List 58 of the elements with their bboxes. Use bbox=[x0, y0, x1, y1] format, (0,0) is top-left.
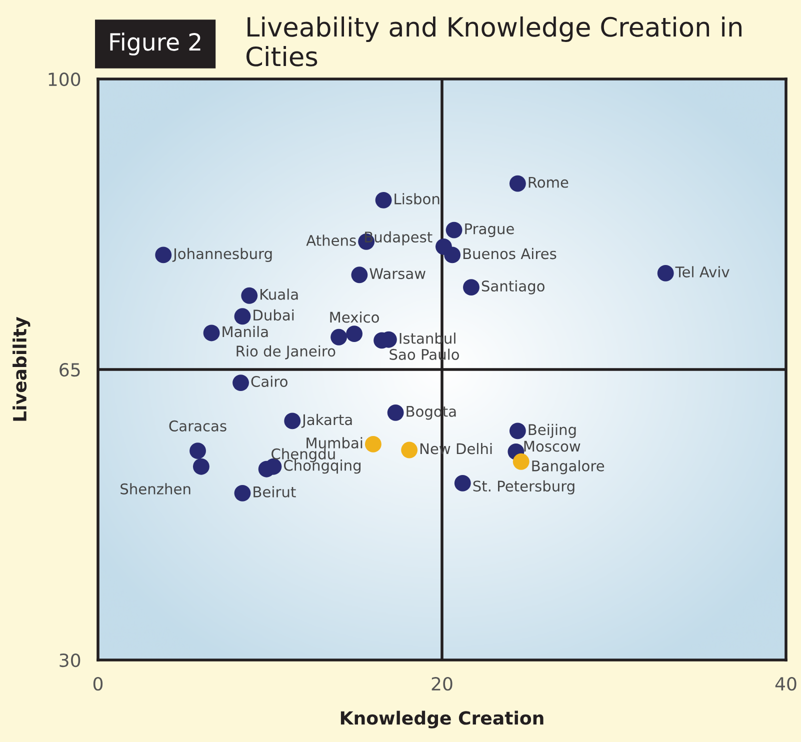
point bbox=[657, 265, 674, 282]
annotation: Rio de Janeiro bbox=[236, 345, 336, 360]
point bbox=[346, 326, 362, 342]
x-tick-label: 20 bbox=[432, 676, 452, 691]
annotation: Johannesburg bbox=[172, 248, 272, 262]
point bbox=[375, 192, 392, 208]
annotation: Warsaw bbox=[370, 268, 426, 280]
annotation: St. Petersburg bbox=[473, 480, 574, 494]
annotation: Moscow bbox=[524, 440, 580, 452]
point bbox=[463, 279, 480, 296]
point bbox=[509, 422, 526, 440]
point bbox=[232, 374, 249, 391]
annotation: Prague bbox=[465, 223, 514, 238]
x-axis-title: Knowledge Creation bbox=[340, 710, 544, 728]
x-tick-label: 0 bbox=[93, 676, 103, 691]
y-axis-title: Liveability bbox=[12, 316, 30, 421]
annotation: Caracas bbox=[169, 420, 226, 432]
point bbox=[351, 266, 368, 284]
x-tick-label: 40 bbox=[775, 676, 796, 691]
point bbox=[444, 246, 461, 264]
annotation: Kuala bbox=[260, 288, 298, 300]
annotation: Jakarta bbox=[301, 414, 352, 428]
y-tick-label: 30 bbox=[60, 653, 80, 668]
point bbox=[234, 308, 251, 325]
point bbox=[512, 453, 530, 470]
point bbox=[284, 412, 301, 430]
point bbox=[401, 442, 418, 458]
point bbox=[454, 474, 471, 492]
annotation: Lisbon bbox=[394, 193, 440, 204]
annotation: Manila bbox=[222, 326, 268, 338]
annotation: Beirut bbox=[254, 486, 296, 498]
annotation: Shenzhen bbox=[120, 483, 190, 494]
point bbox=[446, 222, 462, 238]
point bbox=[509, 175, 526, 192]
y-tick-label: 65 bbox=[60, 362, 80, 377]
point bbox=[387, 404, 404, 421]
annotation: Mumbai bbox=[306, 437, 362, 448]
chart-title: Liveability and Knowledge Creation in Cities bbox=[246, 16, 742, 66]
point bbox=[330, 328, 348, 346]
annotation: Rome bbox=[528, 176, 568, 188]
annotation: Santiago bbox=[482, 280, 544, 294]
annotation: Bangalore bbox=[532, 460, 604, 474]
caption: Figure 2 bbox=[110, 32, 200, 56]
annotation: Buenos Aires bbox=[463, 248, 556, 260]
point bbox=[234, 484, 251, 502]
annotation: Athens bbox=[306, 234, 356, 246]
point bbox=[364, 436, 382, 452]
point bbox=[241, 287, 258, 304]
point bbox=[190, 442, 206, 460]
annotation: Tel Aviv bbox=[675, 266, 730, 278]
annotation: Mexico bbox=[330, 311, 379, 323]
point bbox=[203, 324, 220, 342]
point bbox=[155, 246, 172, 264]
point bbox=[192, 458, 210, 475]
annotation: Cairo bbox=[251, 376, 288, 388]
annotation: Dubai bbox=[254, 309, 294, 321]
y-tick-label: 100 bbox=[48, 72, 80, 86]
annotation: Beijing bbox=[528, 424, 576, 438]
